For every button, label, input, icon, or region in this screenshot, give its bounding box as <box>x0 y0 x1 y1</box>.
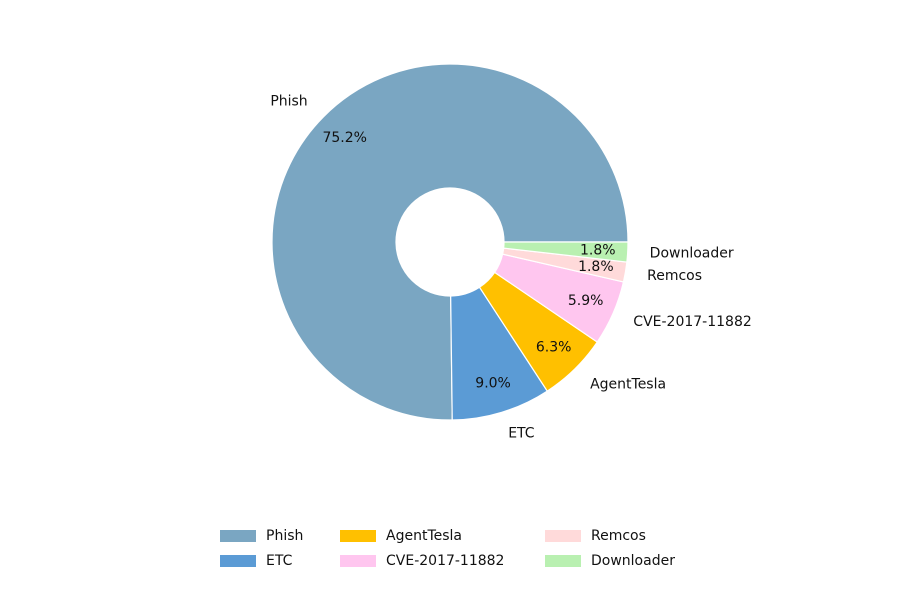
legend-swatch <box>220 530 256 542</box>
slice <box>502 241 629 263</box>
percent-label: 75.2% <box>322 130 366 146</box>
percent-label: 5.9% <box>568 293 604 309</box>
slice-label: ETC <box>508 425 535 441</box>
percent-label: 1.8% <box>578 259 614 275</box>
legend-swatch <box>340 555 376 567</box>
legend-swatch <box>340 530 376 542</box>
slice <box>271 63 629 421</box>
slice-label: Remcos <box>647 268 702 284</box>
legend-label: AgentTesla <box>386 528 462 544</box>
legend-swatch <box>545 530 581 542</box>
legend-label: Downloader <box>591 553 675 569</box>
slice-label: AgentTesla <box>590 377 666 393</box>
legend-label: Phish <box>266 528 303 544</box>
percent-label: 9.0% <box>475 376 511 392</box>
legend-swatch <box>220 555 256 567</box>
slice-label: CVE-2017-11882 <box>633 314 751 330</box>
percent-label: 6.3% <box>536 340 572 356</box>
legend-label: ETC <box>266 553 293 569</box>
legend-label: Remcos <box>591 528 646 544</box>
slice-label: Downloader <box>650 245 734 261</box>
legend-label: CVE-2017-11882 <box>386 553 504 569</box>
percent-label: 1.8% <box>580 242 616 258</box>
legend-swatch <box>545 555 581 567</box>
slice-label: Phish <box>270 93 307 109</box>
slice <box>450 286 549 421</box>
